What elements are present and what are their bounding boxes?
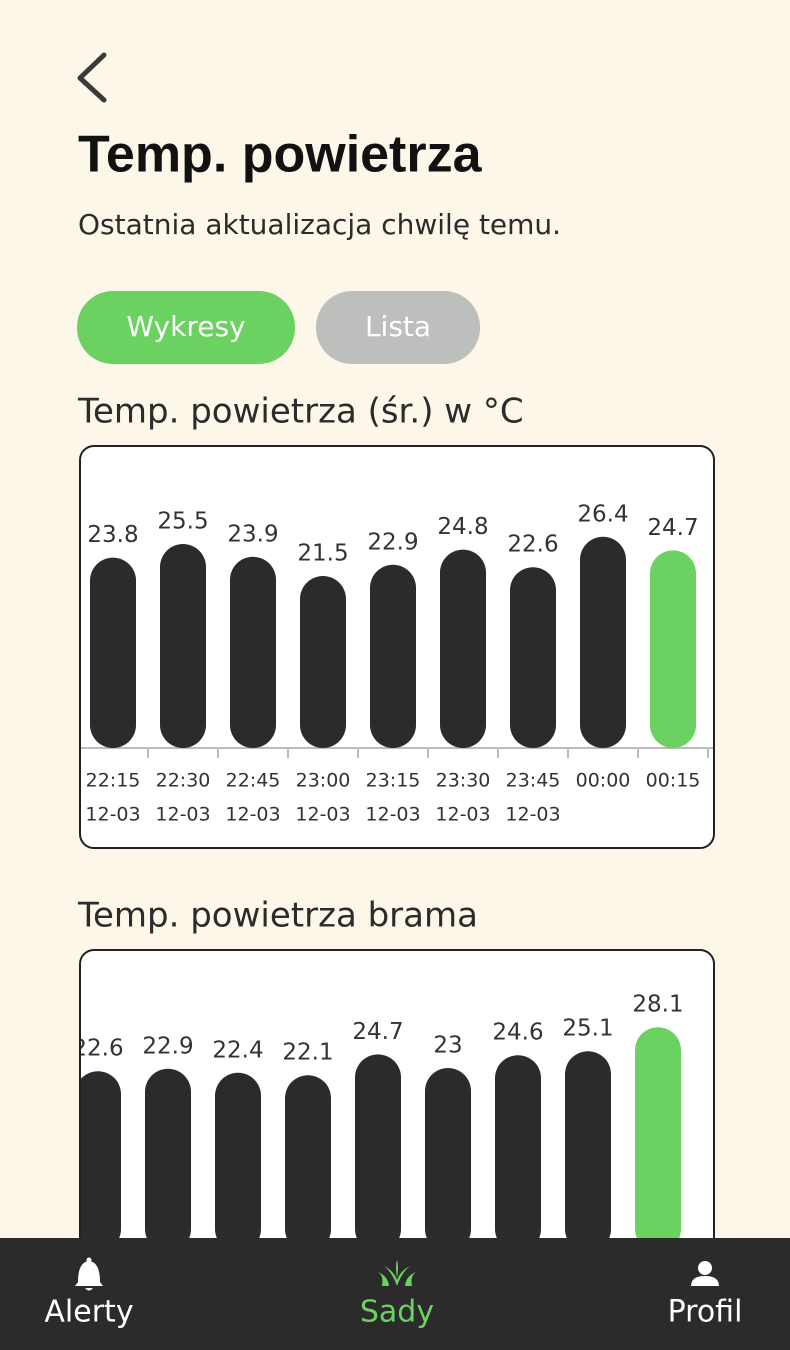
page-title: Temp. powietrza [78,126,483,184]
x-tick-label: 23:45 [506,770,561,792]
bar [580,536,626,748]
x-tick-label: 22:45 [226,770,281,792]
back-button[interactable] [77,52,107,103]
value-label: 21.5 [297,541,348,567]
bar [90,557,136,748]
profile-icon-head[interactable] [698,1261,712,1275]
value-label: 28.1 [632,992,683,1018]
nav-label[interactable]: Profil [668,1295,743,1330]
x-tick-label: 22:15 [86,770,141,792]
value-label: 22.6 [507,532,558,558]
value-label: 25.5 [157,509,208,535]
bar [510,567,556,748]
x-tick-date: 12-03 [295,804,350,826]
bar [145,1068,191,1252]
x-tick-label: 00:15 [646,770,701,792]
chart-title: Temp. powietrza (śr.) w °C [77,392,524,432]
x-tick-label: 00:00 [576,770,631,792]
x-tick-date: 12-03 [85,804,140,826]
value-label: 22.9 [367,529,418,555]
x-tick-date: 12-03 [365,804,420,826]
tab-charts[interactable] [77,291,295,364]
value-label: 26.4 [577,501,628,527]
tab-list[interactable] [316,291,480,364]
x-tick-label: 23:15 [366,770,421,792]
x-tick-date: 12-03 [505,804,560,826]
tab-label[interactable]: Lista [365,310,431,343]
x-tick-label: 23:00 [296,770,351,792]
x-tick-label: 22:30 [156,770,211,792]
bar [565,1051,611,1252]
value-label: 24.7 [647,515,698,541]
value-label: 22.6 [72,1036,123,1062]
value-label: 25.1 [562,1016,613,1042]
value-label: 24.6 [492,1020,543,1046]
nav-label[interactable]: Sady [360,1295,434,1330]
value-label: 23.9 [227,521,278,547]
nav-label[interactable]: Alerty [44,1295,133,1330]
bar [81,1071,121,1252]
bar [215,1072,261,1252]
page-subtitle: Ostatnia aktualizacja chwilę temu. [78,208,561,241]
value-label: 23 [433,1033,462,1059]
value-label: 24.7 [352,1019,403,1045]
bar [495,1055,541,1252]
x-tick-label: 23:30 [436,770,491,792]
value-label: 22.4 [212,1037,263,1063]
x-tick-date: 12-03 [435,804,490,826]
bar [285,1075,331,1252]
bar [370,564,416,748]
bar [160,544,206,748]
orchard-icon[interactable] [378,1260,416,1286]
x-tick-date: 12-03 [225,804,280,826]
bar [355,1054,401,1252]
bar [650,550,696,748]
chart-title: Temp. powietrza brama [77,896,478,936]
plot: 23.8 22:15 12-03 25.5 22:30 12-03 23.9 22:45 12-… [81,501,713,826]
bar [440,549,486,748]
value-label: 24.8 [437,514,488,540]
value-label: 22.9 [142,1033,193,1059]
bell-icon[interactable] [75,1261,103,1291]
tab-label[interactable]: Wykresy [126,310,245,343]
bell-icon-top [86,1257,92,1263]
x-tick-date: 12-03 [155,804,210,826]
bar [230,556,276,748]
value-label: 23.8 [87,522,138,548]
bar [635,1027,681,1252]
bar [425,1068,471,1252]
bottom-nav [0,1238,790,1350]
plot: 22.6 22.9 22.4 22.1 24.7 23 24.6 25.1 28.1 [72,992,713,1262]
value-label: 22.1 [282,1040,333,1066]
profile-icon-body[interactable] [691,1276,719,1286]
bar [300,576,346,748]
